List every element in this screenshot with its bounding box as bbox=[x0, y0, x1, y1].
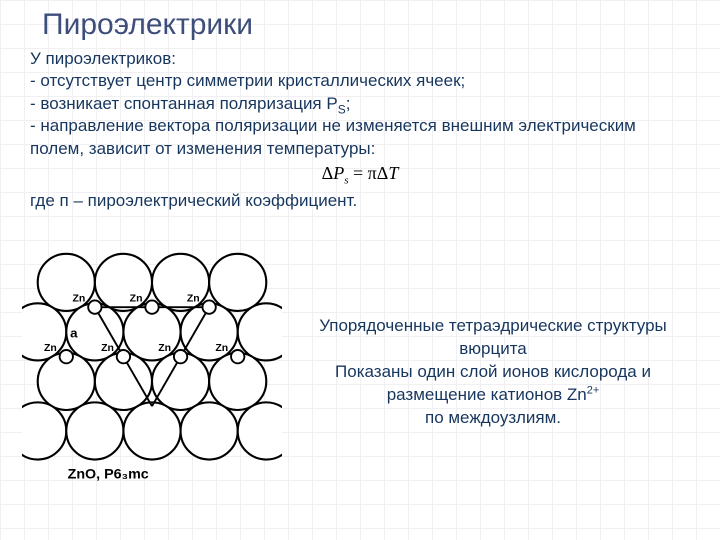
formula-delta1: Δ bbox=[322, 163, 334, 183]
wurtzite-svg: Zn Zn Zn Zn Zn Zn Zn a ZnO, P6₃mc bbox=[22, 250, 282, 490]
formula: ΔPs = πΔT bbox=[30, 162, 690, 188]
formula-rhs: πΔ bbox=[368, 163, 389, 183]
formula-eq: = bbox=[349, 163, 368, 183]
svg-text:ZnO, P6₃mc: ZnO, P6₃mc bbox=[68, 467, 149, 483]
after-formula: где п – пироэлектрический коэффициент. bbox=[30, 191, 357, 210]
svg-text:Zn: Zn bbox=[158, 343, 171, 354]
lower-row: Zn Zn Zn Zn Zn Zn Zn a ZnO, P6₃mc Упорядоченные … bbox=[0, 250, 720, 495]
caption-sup: 2+ bbox=[587, 384, 600, 396]
svg-text:Zn: Zn bbox=[101, 343, 114, 354]
svg-text:a: a bbox=[70, 326, 78, 341]
bullet-2a: - возникает спонтанная поляризация P bbox=[30, 94, 338, 113]
intro-line: У пироэлектриков: bbox=[30, 49, 176, 68]
caption-line-2a: Показаны один слой ионов кислорода и раз… bbox=[335, 362, 651, 404]
svg-text:Zn: Zn bbox=[187, 293, 200, 304]
caption-line-3: по междоузлиям. bbox=[425, 408, 561, 427]
bullet-3: - направление вектора поляризации не изм… bbox=[30, 116, 636, 157]
slide-title: Пироэлектрики bbox=[42, 8, 720, 42]
slide: Пироэлектрики У пироэлектриков: - отсутс… bbox=[0, 0, 720, 540]
svg-text:Zn: Zn bbox=[44, 343, 57, 354]
svg-text:Zn: Zn bbox=[130, 293, 143, 304]
wurtzite-figure: Zn Zn Zn Zn Zn Zn Zn a ZnO, P6₃mc bbox=[22, 250, 282, 495]
svg-text:Zn: Zn bbox=[215, 343, 228, 354]
figure-caption: Упорядоченные тетраэдрические структуры … bbox=[282, 315, 720, 430]
bullet-2-sub: S bbox=[338, 102, 346, 116]
formula-T: T bbox=[388, 163, 398, 183]
bullet-2: - возникает спонтанная поляризация PS; bbox=[30, 94, 350, 113]
caption-line-1: Упорядоченные тетраэдрические структуры … bbox=[319, 316, 667, 358]
formula-P: P bbox=[333, 163, 344, 183]
body-text: У пироэлектриков: - отсутствует центр си… bbox=[30, 48, 690, 213]
bullet-2b: ; bbox=[346, 94, 351, 113]
bullet-1: - отсутствует центр симметрии кристаллич… bbox=[30, 71, 465, 90]
svg-text:Zn: Zn bbox=[73, 293, 86, 304]
caption-line-2: Показаны один слой ионов кислорода и раз… bbox=[335, 362, 651, 404]
